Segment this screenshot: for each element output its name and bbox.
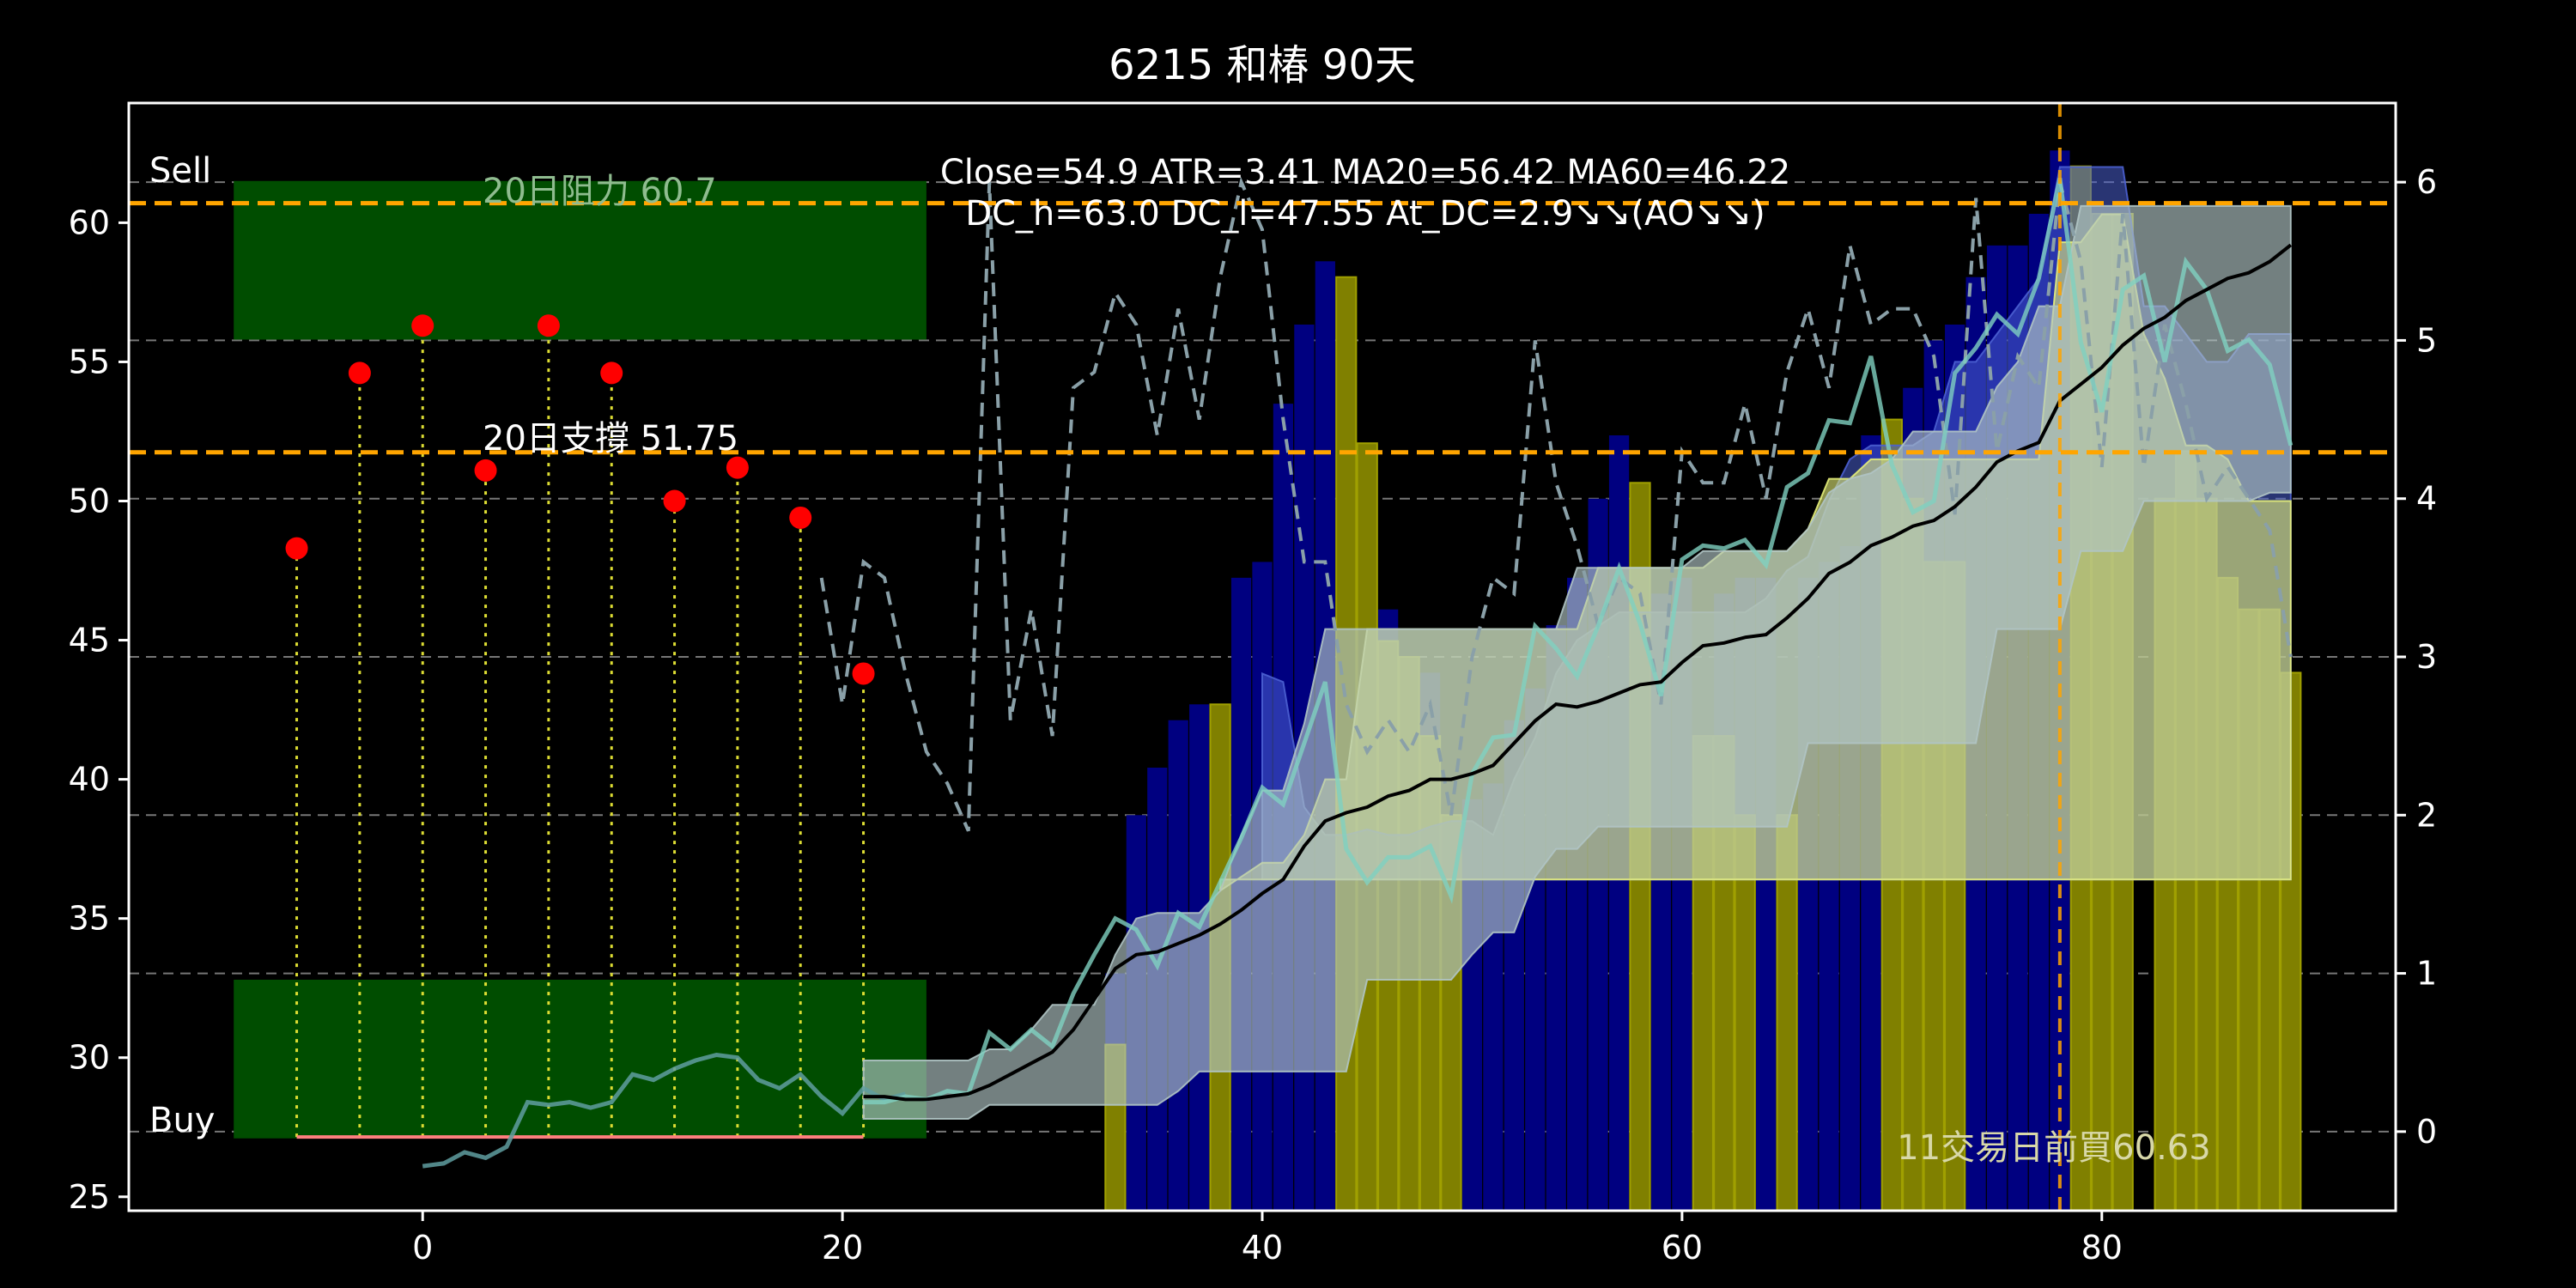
price-dot [411, 314, 434, 337]
stats-line-1: Close=54.9 ATR=3.41 MA20=56.42 MA60=46.2… [940, 153, 1790, 192]
price-dot [600, 361, 623, 385]
price-dot [663, 489, 686, 513]
price-dot [285, 537, 308, 560]
y-tick-label: 40 [69, 761, 110, 799]
stems-layer [295, 325, 866, 1139]
y-right-tick-label: 2 [2416, 796, 2437, 834]
y-tick-label: 25 [69, 1178, 110, 1216]
y-tick-label: 35 [69, 900, 110, 938]
buy-note: 11交易日前買60.63 [1897, 1128, 2210, 1168]
sell-zone [234, 180, 927, 340]
y-right-tick-label: 6 [2416, 163, 2437, 201]
ma20-line [863, 243, 2293, 1102]
support-label: 20日支撐 51.75 [483, 419, 738, 459]
price-dot [726, 456, 749, 479]
zones [234, 180, 927, 1139]
y-right-tick-label: 1 [2416, 955, 2437, 993]
y-tick-label: 55 [69, 343, 110, 380]
x-tick-label: 20 [822, 1229, 863, 1267]
price-dot [348, 361, 371, 385]
resistance-label: 20日阻力 60.7 [483, 172, 717, 211]
close-line [863, 177, 2293, 1105]
price-dot [474, 459, 497, 482]
y-tick-label: 60 [69, 204, 110, 241]
x-tick-label: 60 [1662, 1229, 1703, 1267]
y-tick-label: 45 [69, 622, 110, 659]
stats-line-2: DC_h=63.0 DC_l=47.55 At_DC=2.9↘↘(AO↘↘) [965, 194, 1765, 234]
x-tick-label: 40 [1242, 1229, 1283, 1267]
price-dot [789, 506, 812, 529]
y-right-tick-label: 3 [2416, 638, 2437, 676]
lines-layer [422, 176, 2293, 1169]
dots-layer [285, 314, 875, 685]
buy-zone [234, 979, 927, 1139]
y-right-tick-label: 0 [2416, 1113, 2437, 1151]
y-right-tick-label: 5 [2416, 321, 2437, 359]
y-right-tick-label: 4 [2416, 480, 2437, 518]
sell-label: Sell [149, 151, 211, 191]
buy-label: Buy [149, 1101, 215, 1140]
x-tick-label: 0 [412, 1229, 433, 1267]
y-tick-label: 30 [69, 1039, 110, 1077]
price-dot [852, 662, 875, 685]
secondary-line [422, 1052, 907, 1169]
y-tick-label: 50 [69, 482, 110, 519]
ma-band [862, 204, 2292, 1120]
chart-title: 6215 和椿 90天 [1109, 41, 1416, 89]
hlines-layer [129, 103, 2396, 1211]
x-tick-label: 80 [2081, 1229, 2123, 1267]
price-dot [537, 314, 560, 337]
